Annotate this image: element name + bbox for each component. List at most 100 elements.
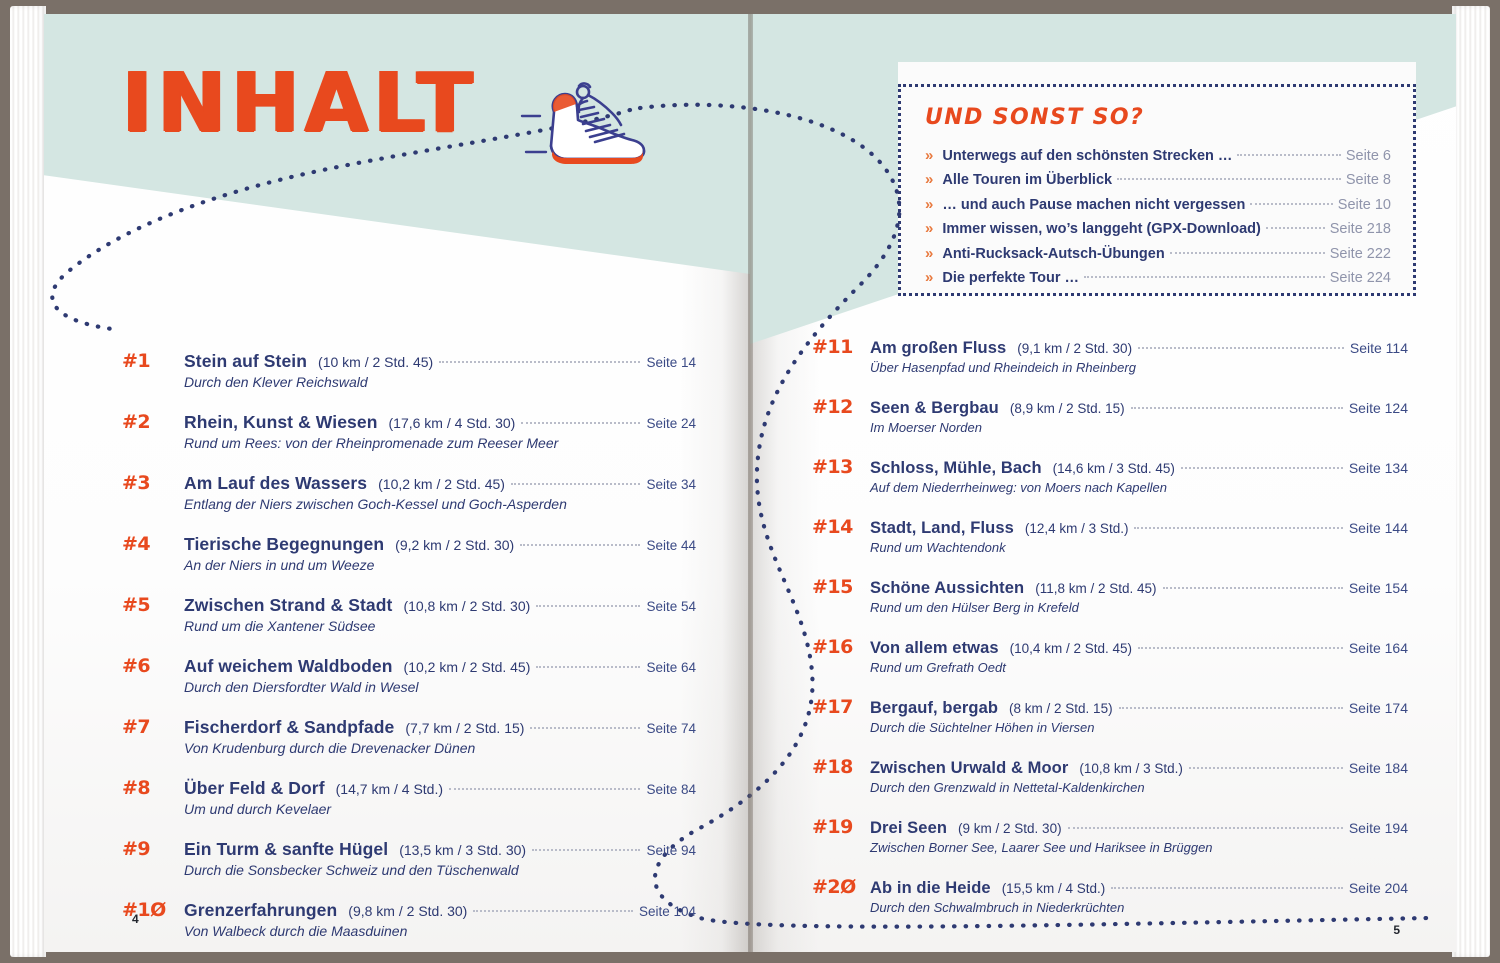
toc-entry-main: #14 Stadt, Land, Fluss (12,4 km / 3 Std.) S…	[812, 516, 1408, 538]
toc-entry[interactable]: #2 Rhein, Kunst & Wiesen (17,6 km / 4 Std.…	[122, 411, 696, 451]
leader-dots	[530, 727, 641, 729]
leader-dots	[532, 849, 641, 851]
tour-page: Seite 64	[646, 660, 696, 675]
leader-dots	[1188, 767, 1343, 769]
leader-dots	[521, 422, 641, 424]
toc-entry-main: #7 Fischerdorf & Sandpfade (7,7 km / 2 Std…	[122, 716, 696, 738]
toc-entry[interactable]: #5 Zwischen Strand & Stadt (10,8 km / 2 St…	[122, 594, 696, 634]
tour-stats: (14,7 km / 4 Std.)	[335, 781, 444, 797]
leader-dots	[1130, 407, 1343, 409]
tour-page: Seite 24	[646, 416, 696, 431]
tour-page: Seite 204	[1348, 880, 1408, 896]
toc-entry[interactable]: #2Ø Ab in die Heide (15,5 km / 4 Std.) Seit…	[812, 876, 1408, 915]
tour-stats: (11,8 km / 2 Std. 45)	[1035, 581, 1157, 596]
extras-list-item[interactable]: » Unterwegs auf den schönsten Strecken … S…	[925, 144, 1391, 168]
tour-stats: (13,5 km / 3 Std. 30)	[399, 842, 527, 858]
leader-dots	[1111, 887, 1343, 889]
tour-page: Seite 184	[1348, 760, 1408, 776]
page-stack-right	[1452, 6, 1490, 957]
tour-page: Seite 134	[1348, 460, 1408, 476]
tour-page: Seite 84	[646, 782, 696, 797]
tour-page: Seite 154	[1348, 580, 1408, 596]
tour-number: #8	[122, 777, 151, 799]
tour-title: Am Lauf des Wassers	[184, 473, 368, 493]
tour-subtitle: Durch den Grenzwald in Nettetal-Kaldenki…	[870, 780, 1145, 795]
toc-entry-main: #19 Drei Seen (9 km / 2 Std. 30) Seite 194	[812, 816, 1408, 838]
leader-dots	[1137, 647, 1343, 649]
toc-entry-main: #1 Stein auf Stein (10 km / 2 Std. 45) Seit…	[122, 350, 696, 372]
extras-list-item[interactable]: » Anti-Rucksack-Autsch-Übungen Seite 222	[925, 242, 1391, 266]
tour-stats: (10 km / 2 Std. 45)	[318, 354, 434, 370]
leader-dots	[536, 666, 641, 668]
leader-dots	[473, 910, 633, 912]
tour-number: #16	[812, 636, 853, 658]
tour-title: Drei Seen	[870, 819, 948, 837]
tour-stats: (7,7 km / 2 Std. 15)	[405, 720, 525, 736]
tour-subtitle: Durch die Sonsbecker Schweiz und den Tüs…	[184, 862, 519, 878]
toc-entry-main: #12 Seen & Bergbau (8,9 km / 2 Std. 15) Sei…	[812, 396, 1408, 418]
leader-dots	[510, 483, 641, 485]
leader-dots	[1237, 154, 1341, 156]
toc-entry-main: #2 Rhein, Kunst & Wiesen (17,6 km / 4 Std.…	[122, 411, 696, 433]
leader-dots	[1084, 276, 1325, 279]
toc-entry[interactable]: #17 Bergauf, bergab (8 km / 2 Std. 15) Seit…	[812, 696, 1408, 735]
tour-subtitle: Durch den Klever Reichswald	[184, 374, 368, 390]
toc-entry[interactable]: #19 Drei Seen (9 km / 2 Std. 30) Seite 194 Z…	[812, 816, 1408, 855]
double-chevron-right-icon: »	[925, 269, 934, 287]
toc-entry[interactable]: #16 Von allem etwas (10,4 km / 2 Std. 45) S…	[812, 636, 1408, 675]
tour-subtitle: Zwischen Borner See, Laarer See und Hari…	[870, 840, 1213, 855]
tour-number: #7	[122, 716, 151, 738]
tour-page: Seite 74	[646, 721, 696, 736]
double-chevron-right-icon: »	[925, 220, 934, 238]
toc-entry-main: #13 Schloss, Mühle, Bach (14,6 km / 3 Std.…	[812, 456, 1408, 478]
tour-stats: (10,2 km / 2 Std. 45)	[378, 476, 505, 492]
tour-subtitle: Von Krudenburg durch die Drevenacker Dün…	[184, 740, 476, 756]
toc-entry-main: #16 Von allem etwas (10,4 km / 2 Std. 45) S…	[812, 636, 1408, 658]
tour-subtitle: Rund um den Hülser Berg in Krefeld	[870, 600, 1079, 615]
extras-list-item[interactable]: » Alle Touren im Überblick Seite 8	[925, 168, 1391, 192]
tour-stats: (15,5 km / 4 Std.)	[1001, 881, 1106, 896]
toc-entry[interactable]: #1 Stein auf Stein (10 km / 2 Std. 45) Seit…	[122, 350, 696, 390]
toc-entry[interactable]: #7 Fischerdorf & Sandpfade (7,7 km / 2 Std…	[122, 716, 696, 756]
tour-number: #5	[122, 594, 151, 616]
toc-entry[interactable]: #3 Am Lauf des Wassers (10,2 km / 2 Std. 4…	[122, 472, 696, 512]
leader-dots	[1118, 707, 1343, 709]
tour-subtitle: Durch die Süchtelner Höhen in Viersen	[870, 720, 1095, 735]
extras-item-page: Seite 218	[1329, 221, 1391, 238]
extras-item-page: Seite 6	[1345, 148, 1391, 164]
toc-entry[interactable]: #13 Schloss, Mühle, Bach (14,6 km / 3 Std.…	[812, 456, 1408, 495]
tour-subtitle: Auf dem Niederrheinweg: von Moers nach K…	[870, 480, 1168, 495]
toc-entry[interactable]: #9 Ein Turm & sanfte Hügel (13,5 km / 3 St…	[122, 838, 696, 878]
leader-dots	[1169, 251, 1325, 254]
leader-dots	[1265, 227, 1325, 230]
tour-page: Seite 124	[1348, 400, 1408, 416]
extras-list-item[interactable]: » … und auch Pause machen nicht vergessen…	[925, 193, 1391, 217]
tour-stats: (10,8 km / 2 Std. 30)	[403, 598, 531, 614]
toc-entry[interactable]: #1Ø Grenzerfahrungen (9,8 km / 2 Std. 30) S…	[122, 899, 696, 939]
toc-entry[interactable]: #15 Schöne Aussichten (11,8 km / 2 Std. 45…	[812, 576, 1408, 615]
folio-left: 4	[132, 912, 139, 926]
tour-title: Über Feld & Dorf	[184, 778, 325, 798]
double-chevron-right-icon: »	[925, 244, 934, 262]
tour-subtitle: Rund um Grefrath Oedt	[870, 660, 1006, 675]
toc-entry[interactable]: #6 Auf weichem Waldboden (10,2 km / 2 Std.…	[122, 655, 696, 695]
toc-entry[interactable]: #18 Zwischen Urwald & Moor (10,8 km / 3 St…	[812, 756, 1408, 795]
leader-dots	[1117, 178, 1341, 181]
extras-list-item[interactable]: » Immer wissen, wo’s langgeht (GPX-Downlo…	[925, 217, 1391, 241]
tour-subtitle: Rund um die Xantener Südsee	[184, 618, 376, 634]
extras-list: » Unterwegs auf den schönsten Strecken … S…	[925, 144, 1391, 291]
extras-list-item[interactable]: » Die perfekte Tour … Seite 224	[925, 266, 1391, 290]
tour-stats: (14,6 km / 3 Std. 45)	[1052, 461, 1175, 476]
toc-entry[interactable]: #11 Am großen Fluss (9,1 km / 2 Std. 30) Se…	[812, 336, 1408, 375]
toc-entry[interactable]: #8 Über Feld & Dorf (14,7 km / 4 Std.) Seit…	[122, 777, 696, 817]
leader-dots	[1162, 587, 1343, 589]
toc-entry[interactable]: #12 Seen & Bergbau (8,9 km / 2 Std. 15) Sei…	[812, 396, 1408, 435]
toc-entry[interactable]: #14 Stadt, Land, Fluss (12,4 km / 3 Std.) S…	[812, 516, 1408, 555]
tour-page: Seite 104	[638, 904, 696, 919]
toc-entry[interactable]: #4 Tierische Begegnungen (9,2 km / 2 Std. …	[122, 533, 696, 573]
extras-item-page: Seite 8	[1345, 172, 1391, 189]
tour-subtitle: Rund um Rees: von der Rheinpromenade zum…	[184, 435, 559, 451]
tour-subtitle: Um und durch Kevelaer	[184, 801, 332, 817]
tour-page: Seite 194	[1348, 820, 1408, 836]
